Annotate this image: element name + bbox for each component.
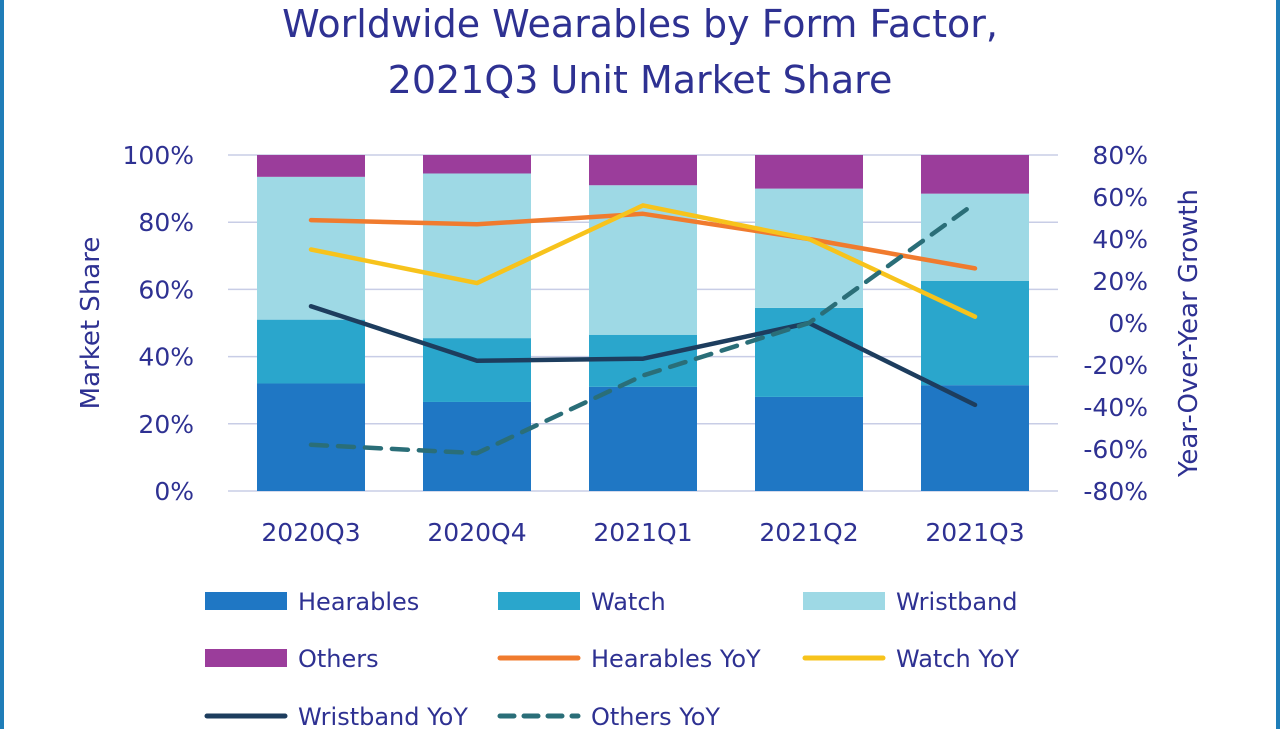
y2-tick-label: -40%	[1083, 393, 1148, 422]
line-hearables-yoy	[308, 211, 978, 271]
legend-others-label: Others	[298, 645, 379, 673]
x-tick-label: 2020Q4	[427, 518, 526, 547]
bar-hearables-2021q1	[589, 386, 697, 491]
legend-watch-yoy-label: Watch YoY	[896, 645, 1020, 673]
legend-watch-swatch	[498, 592, 580, 610]
y2-axis-label: Year-Over-Year Growth	[1174, 189, 1204, 478]
y2-tick-label: -80%	[1083, 477, 1148, 506]
yoy-lines	[308, 201, 978, 456]
y2-tick-label: 20%	[1092, 267, 1148, 296]
bar-others-2020q4	[423, 155, 531, 174]
y-tick-label: 60%	[138, 275, 194, 304]
line-others-yoy	[308, 201, 978, 456]
axes: 0% 20% 40% 60% 80% 100% -80% -60% -40% -20% 0% 20% 4…	[76, 141, 1204, 547]
line-watch-yoy	[308, 203, 978, 319]
y2-tick-label: -60%	[1083, 435, 1148, 464]
legend-wristband-yoy-label: Wristband YoY	[298, 703, 468, 729]
bar-others-2021q2	[755, 155, 863, 189]
line-wristband-yoy	[308, 303, 978, 408]
legend-hearables-swatch	[205, 592, 287, 610]
legend-wristband-label: Wristband	[896, 588, 1018, 616]
y-tick-label: 40%	[138, 343, 194, 372]
y2-tick-label: 40%	[1092, 225, 1148, 254]
y-tick-label: 20%	[138, 410, 194, 439]
bar-wristband-2021q1	[589, 185, 697, 335]
bar-others-2020q3	[257, 155, 365, 177]
bar-hearables-2021q2	[755, 396, 863, 491]
bar-others-2021q3	[921, 155, 1029, 194]
x-tick-label: 2021Q3	[925, 518, 1024, 547]
bar-hearables-2020q3	[257, 383, 365, 491]
bars	[257, 155, 1029, 491]
chart-title-line2: 2021Q3 Unit Market Share	[387, 58, 893, 102]
x-tick-label: 2020Q3	[261, 518, 360, 547]
y-tick-label: 100%	[123, 141, 194, 170]
legend-hearables-yoy-label: Hearables YoY	[591, 645, 761, 673]
chart-title-line1: Worldwide Wearables by Form Factor,	[282, 2, 998, 46]
y-axis-label: Market Share	[76, 237, 106, 410]
y2-tick-label: 0%	[1108, 309, 1148, 338]
x-tick-label: 2021Q2	[759, 518, 858, 547]
legend: Hearables Watch Wristband Others Hearables Y…	[204, 588, 1020, 729]
legend-hearables-label: Hearables	[298, 588, 419, 616]
bar-watch-2020q3	[257, 319, 365, 384]
bar-wristband-2020q4	[423, 173, 531, 339]
bar-wristband-2021q2	[755, 188, 863, 308]
legend-wristband-swatch	[803, 592, 885, 610]
bar-hearables-2021q3	[921, 385, 1029, 491]
bar-others-2021q1	[589, 155, 697, 186]
y2-tick-label: 80%	[1092, 141, 1148, 170]
y-tick-label: 0%	[154, 477, 194, 506]
legend-others-yoy-label: Others YoY	[591, 703, 720, 729]
legend-others-swatch	[205, 649, 287, 667]
legend-watch-label: Watch	[591, 588, 666, 616]
bar-hearables-2020q4	[423, 401, 531, 491]
y-tick-label: 80%	[138, 208, 194, 237]
y2-tick-label: 60%	[1092, 183, 1148, 212]
y2-tick-label: -20%	[1083, 351, 1148, 380]
x-tick-label: 2021Q1	[593, 518, 692, 547]
